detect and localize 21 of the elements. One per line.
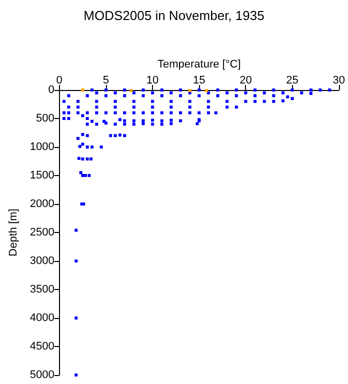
y-tick-label: 3000: [30, 255, 54, 267]
x-tick-label: 5: [102, 74, 110, 86]
x-tick-label: 25: [286, 74, 298, 86]
x-tick-label: 30: [332, 74, 346, 86]
y-tick-label: 2000: [30, 198, 54, 210]
x-tick-label: 10: [146, 74, 159, 86]
y-tick-label: 0: [48, 84, 54, 96]
x-tick-label: 0: [56, 74, 62, 86]
y-tick-label: 4500: [30, 340, 54, 352]
y-tick-label: 1500: [30, 170, 54, 182]
x-axis-title: Temperature [°C]: [157, 58, 241, 70]
y-tick-label: 2500: [30, 226, 54, 238]
y-axis-title: Depth [m]: [8, 208, 20, 256]
chart-title: MODS2005 in November, 1935: [84, 8, 264, 23]
y-tick-label: 1000: [30, 141, 54, 153]
y-tick-label: 500: [36, 112, 54, 124]
y-tick-label: 4000: [30, 312, 54, 324]
y-tick-label: 3500: [30, 284, 54, 296]
y-tick-label: 5000: [30, 369, 54, 381]
x-tick-label: 15: [193, 74, 206, 86]
x-tick-label: 20: [240, 74, 252, 86]
